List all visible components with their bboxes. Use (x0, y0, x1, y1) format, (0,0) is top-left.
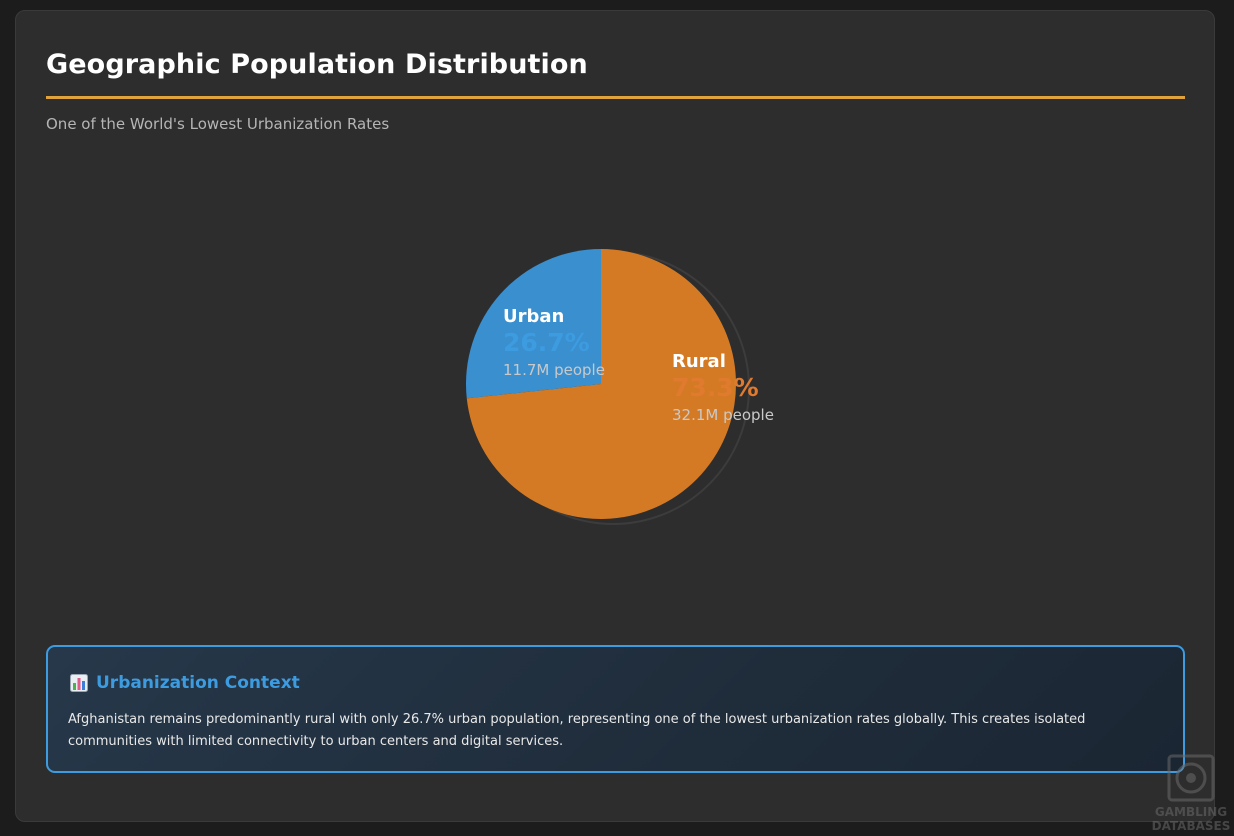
rural-name: Rural (672, 351, 726, 372)
watermark-line2: DATABASES (1151, 819, 1231, 833)
rural-people: 32.1M people (672, 406, 774, 424)
pie-slice-urban[interactable] (465, 249, 601, 399)
page-title: Geographic Population Distribution (46, 49, 588, 80)
context-body: Afghanistan remains predominantly rural … (68, 712, 1086, 749)
pie-slice-rural[interactable] (466, 249, 737, 519)
bar-chart-icon (70, 674, 88, 692)
context-title: Urbanization Context (96, 673, 300, 693)
urban-label-group: Urban 26.7% 11.7M people (503, 308, 605, 378)
urbanization-context-box: Urbanization Context Afghanistan remains… (46, 645, 1185, 773)
urban-name: Urban (503, 306, 565, 327)
title-divider (46, 96, 1185, 99)
watermark-logo: GAMBLING DATABASES (1148, 750, 1234, 836)
watermark-line1: GAMBLING (1154, 805, 1228, 819)
population-card: Geographic Population Distribution One o… (15, 10, 1215, 822)
rural-percent: 73.3% (672, 373, 759, 402)
watermark-chip-icon (1167, 754, 1215, 802)
context-header: Urbanization Context (70, 673, 300, 693)
rural-label-group: Rural 73.3% 32.1M people (672, 353, 774, 423)
urban-people: 11.7M people (503, 361, 605, 379)
pie-chart: Urban 26.7% 11.7M people Rural 73.3% 32.… (16, 11, 1216, 631)
pie-chart-svg (465, 249, 750, 525)
page-subtitle: One of the World's Lowest Urbanization R… (46, 115, 390, 133)
urban-percent: 26.7% (503, 328, 590, 357)
